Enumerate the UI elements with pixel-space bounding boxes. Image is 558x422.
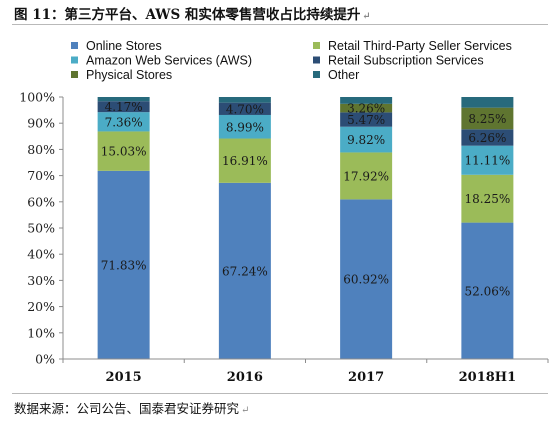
bar-other-2016 <box>218 97 271 103</box>
legend-label-physical-stores: Physical Stores <box>86 68 172 82</box>
legend: Online Stores Retail Third-Party Seller S… <box>71 39 512 82</box>
legend-label-other: Other <box>328 68 359 82</box>
source-note-text: 数据来源：公司公告、国泰君安证券研究 <box>14 401 240 416</box>
source-divider <box>12 393 548 394</box>
legend-label-retail-subscription-services: Retail Subscription Services <box>328 54 484 68</box>
bar-retail-third-party-seller-services-2018h1 <box>461 174 514 223</box>
y-tick-label: 30% <box>27 273 55 288</box>
data-label-online-stores-2018h1: 52.06% <box>464 284 510 298</box>
y-tick-label: 100% <box>19 90 55 105</box>
y-tick-label: 20% <box>27 299 55 314</box>
bar-online-stores-2018h1 <box>461 222 514 359</box>
figure-title: 图 11：第三方平台、AWS 和实体零售营收占比持续提升 ↵ <box>14 3 371 23</box>
bar-retail-third-party-seller-services-2017 <box>340 152 393 200</box>
bar-amazon-web-services-aws-2016 <box>218 114 271 139</box>
y-tick-label: 40% <box>27 247 55 262</box>
data-label-retail-subscription-services-2016: 4.70% <box>226 102 264 116</box>
data-label-amazon-web-services-aws-2015: 7.36% <box>105 115 143 129</box>
data-label-retail-subscription-services-2017: 5.47% <box>347 113 385 127</box>
x-tick-label-2015: 2015 <box>106 370 142 385</box>
bar-physical-stores-2017 <box>340 103 393 113</box>
source-note: 数据来源：公司公告、国泰君安证券研究 ↵ <box>14 398 249 417</box>
legend-label-amazon-web-services-aws: Amazon Web Services (AWS) <box>86 54 252 68</box>
bar-amazon-web-services-aws-2015 <box>97 112 150 132</box>
bar-physical-stores-2018h1 <box>461 107 514 130</box>
legend-label-online-stores: Online Stores <box>86 39 162 53</box>
legend-label-retail-third-party-seller-services: Retail Third-Party Seller Services <box>328 39 512 53</box>
data-labels: 71.83% 15.03% 7.36%4.17% 67.24% 16.91% 8.99% 4… <box>101 100 511 298</box>
y-tick-label: 70% <box>27 168 55 183</box>
paragraph-mark: ↵ <box>362 11 371 22</box>
data-label-retail-third-party-seller-services-2018h1: 18.25% <box>464 192 510 206</box>
data-label-physical-stores-2018h1: 8.25% <box>468 112 506 126</box>
bar-amazon-web-services-aws-2018h1 <box>461 145 514 175</box>
bar-online-stores-2016 <box>218 182 271 359</box>
x-tick-label-2017: 2017 <box>348 370 384 385</box>
data-label-physical-stores-2017: 3.26% <box>347 102 385 116</box>
legend-swatch-retail-third-party-seller-services <box>313 42 320 49</box>
figure-title-text: 图 11：第三方平台、AWS 和实体零售营收占比持续提升 <box>14 7 361 23</box>
bar-other-2015 <box>97 97 150 102</box>
bar-amazon-web-services-aws-2017 <box>340 126 393 153</box>
y-axis: 0% 10% 20% 30% 40% 50% 60% 70% 80% 90% 100% <box>19 90 64 367</box>
y-tick-label: 10% <box>27 325 55 340</box>
legend-swatch-physical-stores <box>71 71 78 78</box>
legend-swatch-retail-subscription-services <box>313 56 320 64</box>
data-label-retail-subscription-services-2015: 4.17% <box>105 100 143 114</box>
bar-other-2018h1 <box>461 97 514 108</box>
x-tick-label-2016: 2016 <box>227 370 263 385</box>
data-label-online-stores-2017: 60.92% <box>343 273 389 287</box>
y-tick-label: 60% <box>27 194 55 209</box>
bar-retail-subscription-services-2016 <box>218 102 271 115</box>
bar-retail-subscription-services-2015 <box>97 101 150 113</box>
paragraph-mark: ↵ <box>241 405 250 416</box>
legend-swatch-online-stores <box>71 42 78 49</box>
data-label-retail-third-party-seller-services-2016: 16.91% <box>222 154 268 168</box>
bars <box>97 97 514 359</box>
y-tick-label: 90% <box>27 116 55 131</box>
data-label-amazon-web-services-aws-2016: 8.99% <box>226 120 264 134</box>
data-label-retail-third-party-seller-services-2017: 17.92% <box>343 169 389 183</box>
y-tick-label: 50% <box>27 221 55 236</box>
data-label-retail-subscription-services-2018h1: 6.26% <box>468 131 506 145</box>
bar-retail-third-party-seller-services-2016 <box>218 138 271 183</box>
data-label-amazon-web-services-aws-2018h1: 11.11% <box>464 154 510 168</box>
stacked-bar-chart: Online Stores Retail Third-Party Seller S… <box>19 39 549 385</box>
data-label-online-stores-2015: 71.83% <box>101 258 147 272</box>
data-label-amazon-web-services-aws-2017: 9.82% <box>347 133 385 147</box>
title-divider <box>12 24 548 25</box>
data-label-retail-third-party-seller-services-2015: 15.03% <box>101 145 147 159</box>
data-label-online-stores-2016: 67.24% <box>222 264 268 278</box>
bar-online-stores-2015 <box>97 170 150 359</box>
x-axis: 2015 2016 2017 2018H1 <box>62 358 549 385</box>
bar-other-2017 <box>340 97 393 104</box>
y-tick-label: 0% <box>35 352 55 367</box>
bar-online-stores-2017 <box>340 199 393 359</box>
y-tick-label: 80% <box>27 142 55 157</box>
bar-retail-subscription-services-2017 <box>340 112 393 127</box>
legend-swatch-other <box>313 71 320 78</box>
bar-retail-third-party-seller-services-2015 <box>97 131 150 171</box>
legend-swatch-amazon-web-services-aws <box>71 56 78 64</box>
bar-retail-subscription-services-2018h1 <box>461 129 514 146</box>
x-tick-label-2018h1: 2018H1 <box>459 370 517 385</box>
